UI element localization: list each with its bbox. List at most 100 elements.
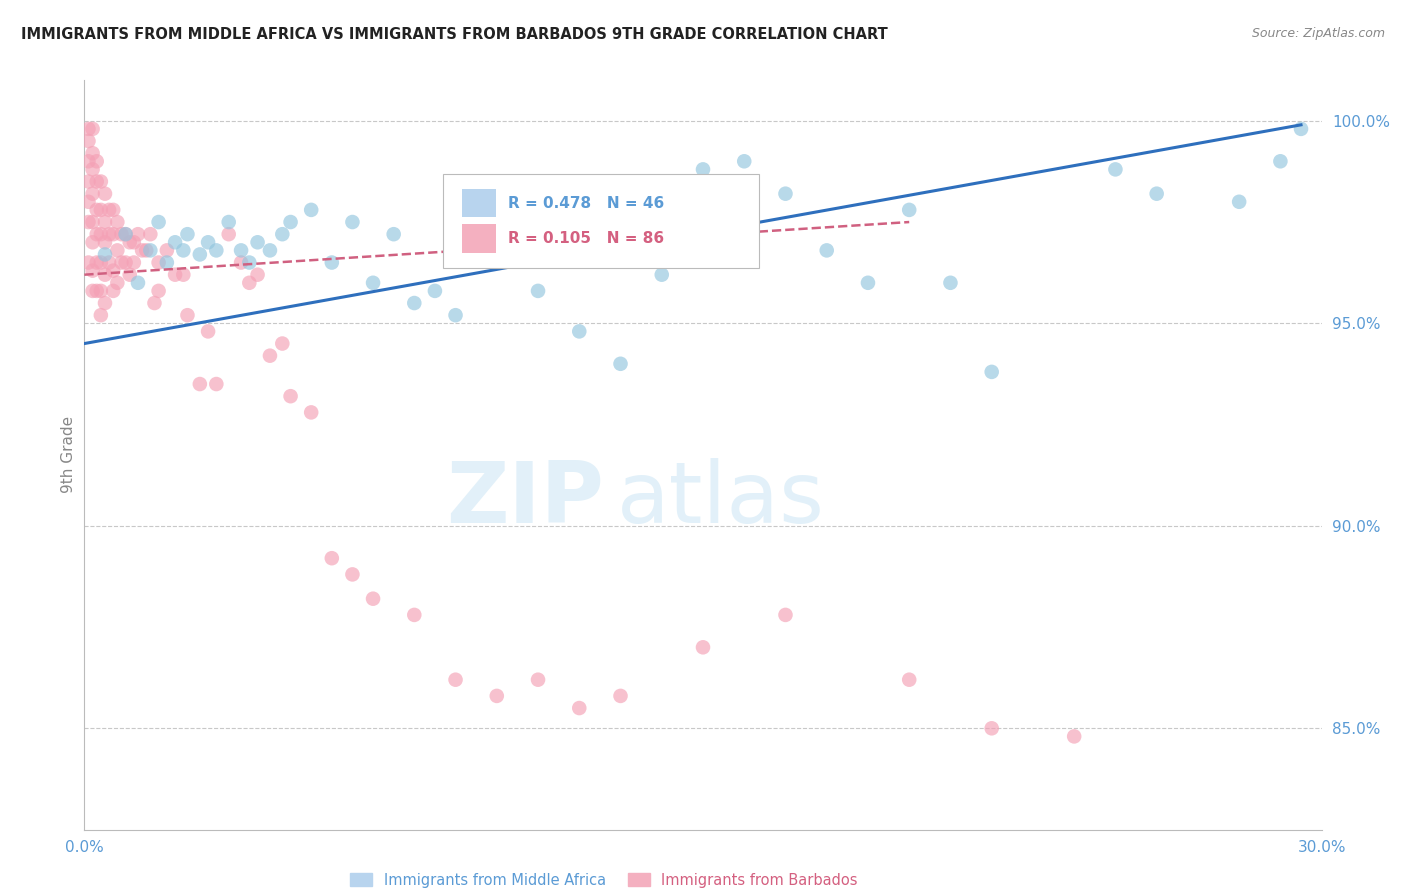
- Point: [321, 255, 343, 269]
- Point: [127, 276, 149, 290]
- Point: [205, 377, 228, 392]
- Point: [423, 284, 446, 298]
- Point: [299, 202, 322, 217]
- Point: [94, 296, 117, 310]
- Point: [856, 276, 879, 290]
- Point: [485, 689, 508, 703]
- Point: [82, 186, 104, 201]
- Point: [280, 389, 302, 403]
- Point: [82, 215, 104, 229]
- Point: [361, 276, 384, 290]
- Point: [775, 607, 797, 622]
- Point: [1289, 121, 1312, 136]
- Point: [103, 227, 125, 242]
- Point: [527, 284, 550, 298]
- Point: [139, 227, 162, 242]
- Point: [271, 336, 294, 351]
- Point: [90, 175, 112, 189]
- Point: [172, 268, 194, 282]
- Text: R = 0.478   N = 46: R = 0.478 N = 46: [508, 195, 664, 211]
- Point: [321, 551, 343, 566]
- Point: [77, 154, 100, 169]
- Point: [589, 244, 612, 258]
- Point: [271, 227, 294, 242]
- Point: [114, 255, 136, 269]
- Point: [82, 162, 104, 177]
- Point: [103, 263, 125, 277]
- Point: [110, 227, 132, 242]
- Point: [197, 235, 219, 250]
- Point: [82, 121, 104, 136]
- Point: [86, 284, 108, 298]
- Point: [90, 255, 112, 269]
- Point: [122, 255, 145, 269]
- Point: [165, 235, 187, 250]
- Point: [172, 244, 194, 258]
- Point: [86, 255, 108, 269]
- Point: [118, 268, 141, 282]
- Bar: [461, 224, 496, 252]
- Point: [980, 721, 1002, 735]
- Point: [197, 325, 219, 339]
- Point: [82, 263, 104, 277]
- Point: [1146, 186, 1168, 201]
- Point: [98, 202, 121, 217]
- Point: [98, 227, 121, 242]
- Point: [299, 405, 322, 419]
- Point: [77, 255, 100, 269]
- Point: [1063, 730, 1085, 744]
- Legend: Immigrants from Middle Africa, Immigrants from Barbados: Immigrants from Middle Africa, Immigrant…: [344, 867, 863, 892]
- Point: [692, 162, 714, 177]
- Point: [898, 202, 921, 217]
- Point: [143, 296, 166, 310]
- Point: [218, 215, 240, 229]
- Point: [94, 215, 117, 229]
- Point: [692, 640, 714, 655]
- Point: [86, 202, 108, 217]
- Point: [127, 227, 149, 242]
- Point: [229, 244, 252, 258]
- Point: [148, 284, 170, 298]
- Point: [238, 255, 260, 269]
- Point: [131, 244, 153, 258]
- Point: [82, 284, 104, 298]
- Point: [90, 202, 112, 217]
- Point: [259, 349, 281, 363]
- Point: [77, 175, 100, 189]
- Point: [156, 244, 179, 258]
- Point: [188, 377, 211, 392]
- Point: [980, 365, 1002, 379]
- Text: R = 0.105   N = 86: R = 0.105 N = 86: [508, 231, 664, 246]
- Point: [103, 202, 125, 217]
- Point: [90, 284, 112, 298]
- Point: [77, 121, 100, 136]
- Point: [156, 255, 179, 269]
- Point: [1227, 194, 1250, 209]
- Point: [246, 268, 269, 282]
- Text: ZIP: ZIP: [446, 458, 605, 541]
- Point: [188, 247, 211, 261]
- FancyBboxPatch shape: [443, 174, 759, 268]
- Point: [485, 244, 508, 258]
- Point: [609, 689, 631, 703]
- Point: [775, 186, 797, 201]
- Point: [105, 244, 128, 258]
- Point: [105, 276, 128, 290]
- Point: [86, 175, 108, 189]
- Point: [82, 235, 104, 250]
- Point: [105, 215, 128, 229]
- Point: [94, 268, 117, 282]
- Point: [77, 194, 100, 209]
- Point: [568, 701, 591, 715]
- Point: [444, 673, 467, 687]
- Point: [148, 255, 170, 269]
- Point: [86, 154, 108, 169]
- Point: [259, 244, 281, 258]
- Point: [404, 296, 426, 310]
- Point: [176, 227, 198, 242]
- Text: IMMIGRANTS FROM MIDDLE AFRICA VS IMMIGRANTS FROM BARBADOS 9TH GRADE CORRELATION : IMMIGRANTS FROM MIDDLE AFRICA VS IMMIGRA…: [21, 27, 887, 42]
- Point: [205, 244, 228, 258]
- Point: [651, 268, 673, 282]
- Point: [118, 235, 141, 250]
- Point: [90, 227, 112, 242]
